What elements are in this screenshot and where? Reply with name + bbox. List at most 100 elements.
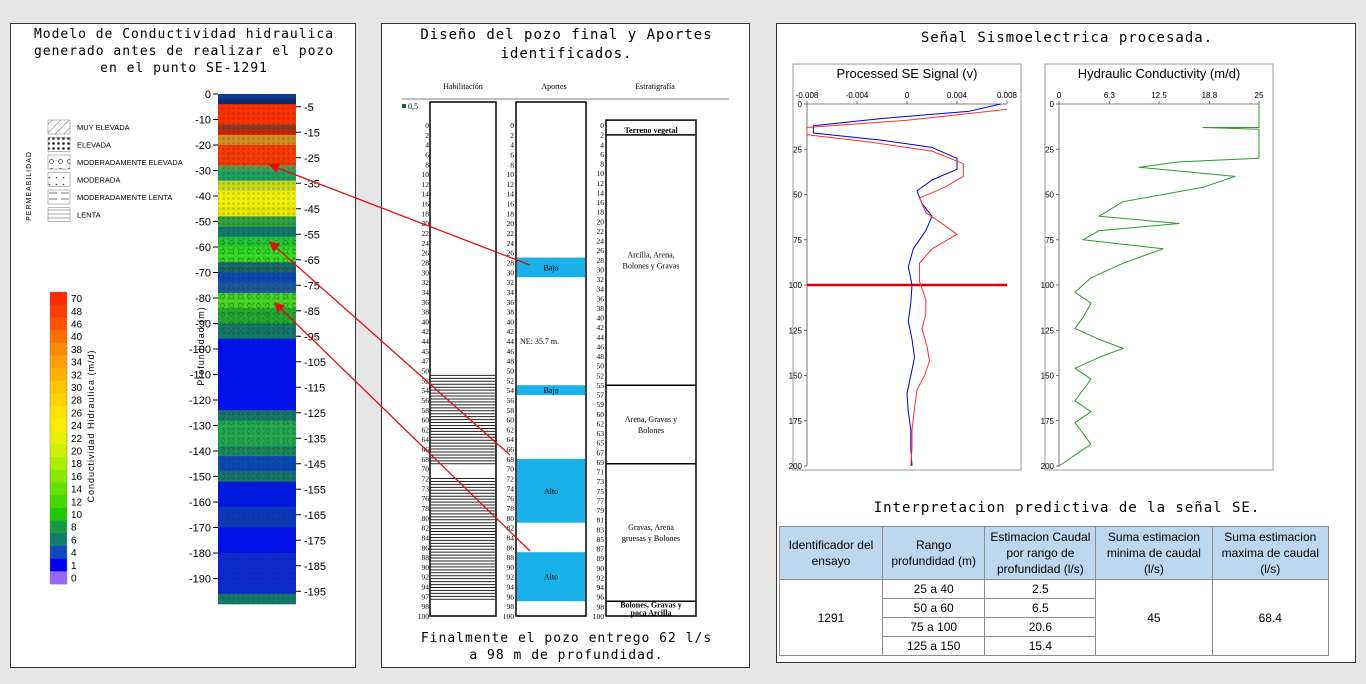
depth-label-b: 22 (507, 229, 515, 238)
depth-label-c: 32 (597, 275, 605, 284)
strata-column (605, 119, 697, 617)
depth-tick-label: -30 (195, 166, 211, 178)
depth-label-b: 96 (507, 592, 515, 601)
depth-tick-label: -160 (189, 497, 211, 509)
depth-label-b: 46 (507, 347, 515, 356)
y-tick-label: 200 (789, 462, 803, 471)
depth-tick-label: -175 (304, 535, 326, 547)
color-scale-value: 20 (71, 447, 83, 458)
depth-tick-label: -155 (304, 484, 326, 496)
depth-label-a: 8 (425, 160, 429, 169)
depth-label-a: 38 (422, 308, 430, 317)
depth-label-a: 58 (422, 406, 430, 415)
depth-label-a: 34 (422, 288, 430, 297)
depth-label-a: 52 (422, 376, 430, 385)
texture-overlay (218, 236, 296, 334)
depth-label-b: 24 (507, 239, 515, 248)
column-header: Aportes (541, 82, 566, 91)
static-level-label: NE: 35.7 m. (520, 337, 559, 346)
depth-label-c: 20 (597, 217, 605, 226)
depth-label-a: 97 (422, 592, 430, 601)
permeability-swatch (47, 154, 71, 170)
cell-min-sum: 45 (1095, 579, 1213, 656)
depth-label-b: 80 (507, 514, 515, 523)
depth-label-b: 8 (510, 160, 514, 169)
y-tick-label: 150 (789, 372, 803, 381)
color-scale-value: 38 (71, 345, 83, 356)
y-tick-label: 150 (1041, 372, 1055, 381)
well-design-figure: Habilitación Aportes Estratigrafía0,502468… (402, 82, 729, 621)
depth-label-b: 68 (507, 455, 515, 464)
depth-label-a: 76 (422, 494, 430, 503)
depth-label-b: 20 (507, 219, 515, 228)
cell-flow: 20.6 (984, 617, 1097, 637)
y-tick-label: 0 (1050, 100, 1055, 109)
depth-label-a: 10 (422, 170, 430, 179)
depth-label-b: 88 (507, 553, 515, 562)
depth-label-c: 34 (597, 285, 605, 294)
depth-tick-label: -85 (304, 306, 320, 318)
color-scale-swatch (50, 406, 67, 420)
color-scale-swatch (50, 368, 67, 382)
depth-tick-label: -60 (195, 242, 211, 254)
depth-label-b: 84 (507, 533, 515, 542)
color-scale-swatch (50, 457, 67, 471)
color-scale-swatch (50, 482, 67, 496)
depth-tick-label: -5 (304, 102, 314, 114)
y-tick-label: 50 (793, 191, 802, 200)
depth-tick-label: -80 (195, 293, 211, 305)
model-title-line: generado antes de realizar el pozo (33, 44, 335, 59)
color-scale-value: 22 (71, 434, 83, 445)
depth-tick-label: -50 (195, 217, 211, 229)
depth-label-a: 60 (422, 416, 430, 425)
table-row: 1291 25 a 40 2.5 45 68.4 (779, 579, 1330, 656)
y-tick-label: 100 (1041, 281, 1055, 290)
depth-label-a: 82 (422, 524, 430, 533)
depth-label-c: 100 (593, 612, 605, 621)
depth-tick-label: -135 (304, 433, 326, 445)
depth-label-b: 94 (507, 583, 515, 592)
model-title-line: Modelo de Conductividad hidraulica (33, 27, 335, 42)
depth-tick-label: -45 (304, 204, 320, 216)
color-scale-swatch (50, 342, 67, 356)
y-tick-label: 125 (789, 326, 803, 335)
signal-charts: Processed SE Signal (v) -0.008 -0.004 0 0.00… (789, 63, 1274, 471)
y-tick-label: 0 (798, 100, 803, 109)
y-tick-label: 175 (1041, 417, 1055, 426)
aporte-label: Bajo (543, 386, 558, 395)
cell-range: 50 a 60 (881, 598, 986, 618)
depth-label-b: 74 (507, 484, 515, 493)
depth-label-b: 38 (507, 308, 515, 317)
depth-label-c: 90 (597, 564, 605, 573)
depth-label-a: 44 (422, 337, 430, 346)
model-title: Modelo de Conductividad hidraulica gener… (11, 26, 357, 77)
depth-label-c: 98 (597, 602, 605, 611)
depth-tick-label: -185 (304, 561, 326, 573)
depth-label-b: 36 (507, 298, 515, 307)
well-design-title-line: identificados. (500, 46, 633, 62)
aporte-zone (517, 257, 585, 278)
depth-label-a: 70 (422, 465, 430, 474)
x-tick-label: 6.3 (1104, 91, 1116, 100)
depth-label-b: 58 (507, 406, 515, 415)
color-scale-value: 8 (71, 523, 77, 534)
depth-label-b: 60 (507, 416, 515, 425)
casing-column (429, 101, 497, 617)
top-marker-label: 0,5 (408, 102, 418, 111)
series-line (806, 108, 1008, 467)
depth-label-a: 86 (422, 543, 430, 552)
header-flow: Estimacion Caudal por rango de profundid… (984, 526, 1097, 580)
depth-label-a: 45 (422, 347, 430, 356)
depth-label-a: 36 (422, 298, 430, 307)
depth-label-b: 14 (507, 190, 515, 199)
depth-label-a: 84 (422, 533, 430, 542)
depth-label-c: 62 (597, 419, 605, 428)
color-scale-swatch (50, 558, 67, 572)
depth-tick-label: -125 (304, 408, 326, 420)
well-design-title: Diseño del pozo final y Aportes identifi… (382, 26, 751, 64)
cell-range: 75 a 100 (881, 617, 986, 637)
interpretation-table: Identificador del ensayo Rango profundid… (779, 526, 1330, 656)
color-scale-value: 1 (71, 561, 77, 572)
permeability-swatch (47, 189, 71, 205)
